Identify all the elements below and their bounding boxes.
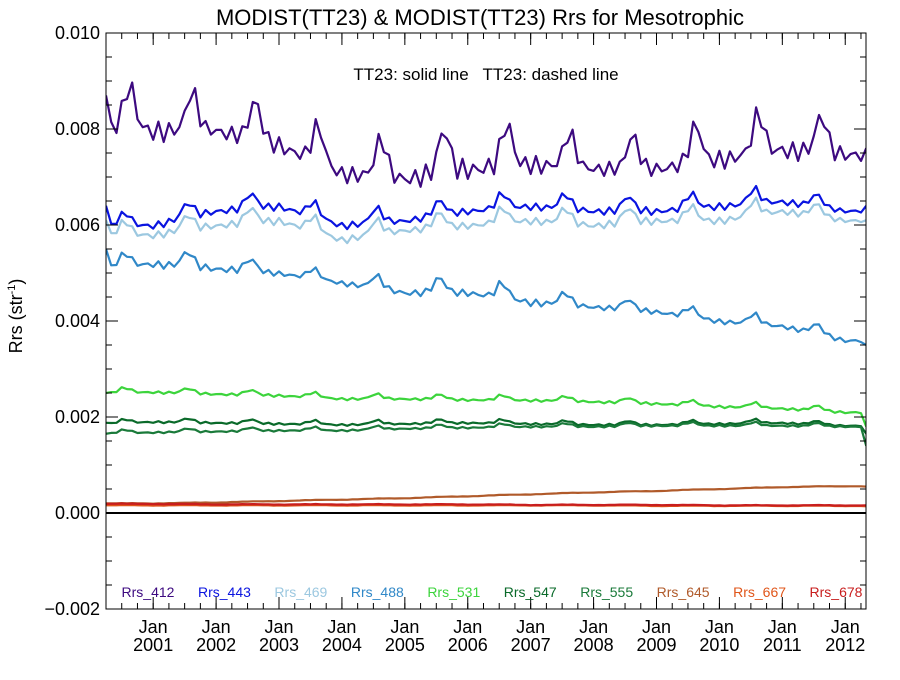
series-line-rrs-645	[106, 485, 866, 505]
x-tick-label-year: 2010	[699, 635, 739, 655]
legend-entry-rrs-547: Rrs_547	[504, 584, 557, 600]
axes: −0.0020.0000.0020.0040.0060.0080.010Jan2…	[44, 23, 867, 655]
x-tick-label-year: 2004	[322, 635, 362, 655]
x-tick-label-month: Jan	[264, 617, 293, 637]
plot-area	[106, 81, 866, 514]
x-tick-label-year: 2012	[825, 635, 865, 655]
x-tick-label-year: 2005	[385, 635, 425, 655]
x-tick-label-year: 2006	[448, 635, 488, 655]
x-tick-label-year: 2009	[636, 635, 676, 655]
x-tick-label-year: 2001	[133, 635, 173, 655]
x-tick-label-month: Jan	[202, 617, 231, 637]
y-tick-label: 0.000	[55, 503, 100, 523]
x-tick-label-month: Jan	[642, 617, 671, 637]
y-axis-label: Rrs (str-1)	[6, 279, 26, 354]
y-tick-label: 0.006	[55, 215, 100, 235]
legend-entry-rrs-443: Rrs_443	[198, 584, 251, 600]
y-tick-label: 0.004	[55, 311, 100, 331]
x-tick-label-month: Jan	[139, 617, 168, 637]
legend-entry-rrs-555: Rrs_555	[580, 584, 633, 600]
y-tick-label: 0.008	[55, 119, 100, 139]
x-tick-label-month: Jan	[327, 617, 356, 637]
legend-entry-rrs-412: Rrs_412	[122, 584, 175, 600]
x-tick-label-year: 2008	[574, 635, 614, 655]
x-tick-label-month: Jan	[768, 617, 797, 637]
series-line-rrs-412	[106, 81, 866, 188]
series-line-rrs-443	[106, 184, 866, 231]
x-tick-label-year: 2002	[196, 635, 236, 655]
y-tick-label: 0.010	[55, 23, 100, 43]
series-line-rrs-531	[106, 386, 866, 427]
y-axis-label-sup: -1	[6, 285, 18, 295]
plot-frame	[105, 32, 867, 610]
series-line-rrs-469	[106, 196, 866, 245]
legend-entry-rrs-469: Rrs_469	[274, 584, 327, 600]
legend-entry-rrs-667: Rrs_667	[733, 584, 786, 600]
x-tick-label-month: Jan	[453, 617, 482, 637]
x-tick-label-year: 2011	[763, 635, 802, 655]
legend-entry-rrs-678: Rrs_678	[810, 584, 863, 600]
x-tick-label-month: Jan	[390, 617, 419, 637]
y-tick-label: −0.002	[44, 599, 100, 619]
y-axis-label-tail: )	[6, 279, 26, 285]
series-line-rrs-678	[106, 502, 866, 507]
series-line-rrs-488	[106, 248, 866, 346]
line-style-annotation: TT23: solid line TT23: dashed line	[353, 65, 618, 84]
legend-entry-rrs-531: Rrs_531	[427, 584, 480, 600]
x-tick-label-month: Jan	[579, 617, 608, 637]
x-tick-label-year: 2007	[511, 635, 551, 655]
legend-entry-rrs-645: Rrs_645	[657, 584, 710, 600]
x-tick-label-month: Jan	[705, 617, 734, 637]
legend: Rrs_412 Rrs_443 Rrs_469 Rrs_488 Rrs_531 Rrs_5…	[122, 584, 863, 600]
y-axis-label-main: Rrs (str	[6, 294, 26, 353]
series-line-rrs-555	[106, 420, 866, 447]
legend-entry-rrs-488: Rrs_488	[351, 584, 404, 600]
chart-title: MODIST(TT23) & MODIST(TT23) Rrs for Meso…	[216, 5, 744, 30]
series-lines	[106, 81, 866, 514]
x-tick-label-month: Jan	[516, 617, 545, 637]
x-tick-label-month: Jan	[831, 617, 860, 637]
series-line-rrs-547	[106, 417, 866, 435]
x-tick-label-year: 2003	[259, 635, 299, 655]
y-tick-label: 0.002	[55, 407, 100, 427]
